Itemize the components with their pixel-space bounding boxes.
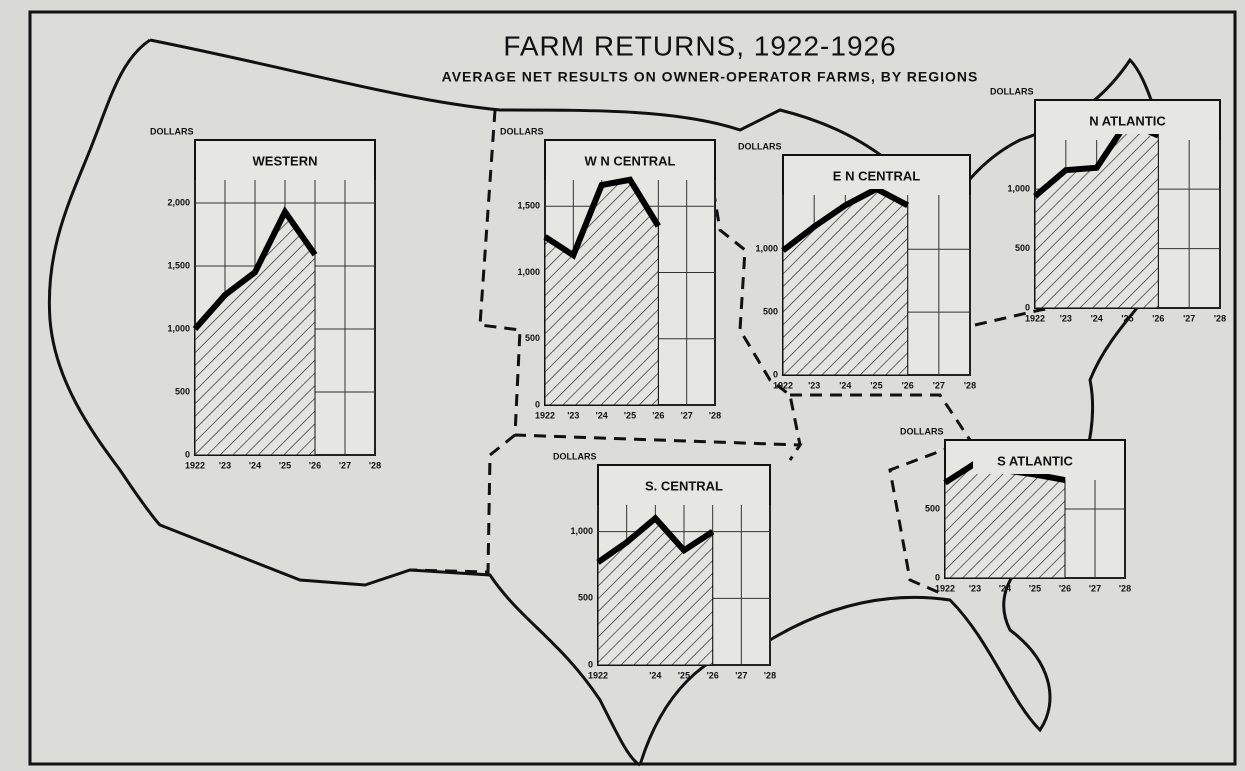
x-tick-label: '23: [969, 583, 981, 593]
title-bg: [973, 450, 1097, 474]
x-tick-label: '26: [902, 380, 914, 390]
x-tick-label: 1922: [773, 380, 793, 390]
x-tick-label: '27: [735, 670, 747, 680]
x-tick-label: '28: [764, 670, 776, 680]
chart-title: N ATLANTIC: [1089, 113, 1166, 128]
x-tick-label: '26: [309, 460, 321, 470]
y-tick-label: 0: [535, 399, 540, 409]
y-axis-label: DOLLARS: [500, 126, 544, 136]
line: [596, 514, 715, 565]
x-tick-label: '23: [808, 380, 820, 390]
chart-title: S. CENTRAL: [645, 478, 723, 493]
x-tick-label: 1922: [185, 460, 205, 470]
x-tick-label: '24: [249, 460, 261, 470]
x-tick-label: 1922: [1025, 313, 1045, 323]
x-tick-label: 1922: [935, 583, 955, 593]
y-tick-label: 1,500: [517, 201, 540, 211]
y-tick-label: 500: [925, 503, 940, 513]
x-tick-label: '28: [1214, 313, 1226, 323]
x-tick-label: '26: [652, 410, 664, 420]
line: [543, 176, 661, 260]
y-tick-label: 500: [763, 307, 778, 317]
region-boundaries: [409, 109, 1101, 597]
x-tick-label: '26: [707, 670, 719, 680]
y-tick-label: 500: [525, 333, 540, 343]
subtitle: AVERAGE NET RESULTS ON OWNER-OPERATOR FA…: [442, 69, 979, 85]
x-tick-label: '25: [1121, 313, 1133, 323]
y-tick-label: 0: [1025, 302, 1030, 312]
x-tick-label: '25: [1029, 583, 1041, 593]
area: [944, 462, 1066, 579]
x-tick-label: '24: [839, 380, 851, 390]
x-tick-label: '24: [1091, 313, 1103, 323]
y-tick-label: 1,000: [570, 526, 593, 536]
chart-title: S ATLANTIC: [997, 453, 1073, 468]
x-tick-label: '27: [1089, 583, 1101, 593]
y-tick-label: 1,500: [167, 260, 190, 270]
y-tick-label: 1,000: [517, 267, 540, 277]
x-tick-label: '24: [596, 410, 608, 420]
x-tick-label: 1922: [588, 670, 608, 680]
x-tick-label: '28: [369, 460, 381, 470]
x-tick-label: '27: [681, 410, 693, 420]
x-tick-label: '26: [1152, 313, 1164, 323]
title: FARM RETURNS, 1922-1926: [503, 30, 896, 61]
line: [781, 185, 910, 253]
title-bg: [622, 475, 746, 499]
chart-title: W N CENTRAL: [585, 153, 676, 168]
title-bg: [568, 150, 692, 174]
x-tick-label: '28: [709, 410, 721, 420]
x-tick-label: '23: [567, 410, 579, 420]
y-tick-label: 1,000: [755, 244, 778, 254]
y-axis-label: DOLLARS: [738, 141, 782, 151]
y-axis-label: DOLLARS: [900, 426, 944, 436]
x-tick-label: '25: [279, 460, 291, 470]
chart-title: E N CENTRAL: [833, 168, 920, 183]
y-tick-label: 500: [175, 386, 190, 396]
x-tick-label: '28: [1119, 583, 1131, 593]
title-bg: [1065, 110, 1190, 134]
y-tick-label: 0: [185, 449, 190, 459]
title-bg: [814, 165, 939, 189]
x-tick-label: '24: [649, 670, 661, 680]
x-tick-label: '25: [870, 380, 882, 390]
y-tick-label: 0: [773, 369, 778, 379]
x-tick-label: '25: [624, 410, 636, 420]
x-tick-label: 1922: [535, 410, 555, 420]
x-tick-label: '23: [219, 460, 231, 470]
line: [192, 205, 318, 331]
y-axis-label: DOLLARS: [553, 451, 597, 461]
x-tick-label: '25: [678, 670, 690, 680]
x-tick-label: '27: [1183, 313, 1195, 323]
y-tick-label: 500: [1015, 243, 1030, 253]
chart-title: WESTERN: [253, 153, 318, 168]
x-tick-label: '26: [1059, 583, 1071, 593]
y-tick-label: 0: [935, 572, 940, 582]
title-bg: [223, 150, 347, 174]
y-tick-label: 2,000: [167, 197, 190, 207]
y-axis-label: DOLLARS: [150, 126, 194, 136]
x-tick-label: '27: [933, 380, 945, 390]
x-tick-label: '24: [999, 583, 1011, 593]
y-tick-label: 1,000: [1007, 184, 1030, 194]
y-tick-label: 1,000: [167, 323, 190, 333]
x-tick-label: '28: [964, 380, 976, 390]
x-tick-label: '27: [339, 460, 351, 470]
y-tick-label: 0: [588, 659, 593, 669]
y-axis-label: DOLLARS: [990, 86, 1034, 96]
x-tick-label: '23: [1060, 313, 1072, 323]
y-tick-label: 500: [578, 593, 593, 603]
